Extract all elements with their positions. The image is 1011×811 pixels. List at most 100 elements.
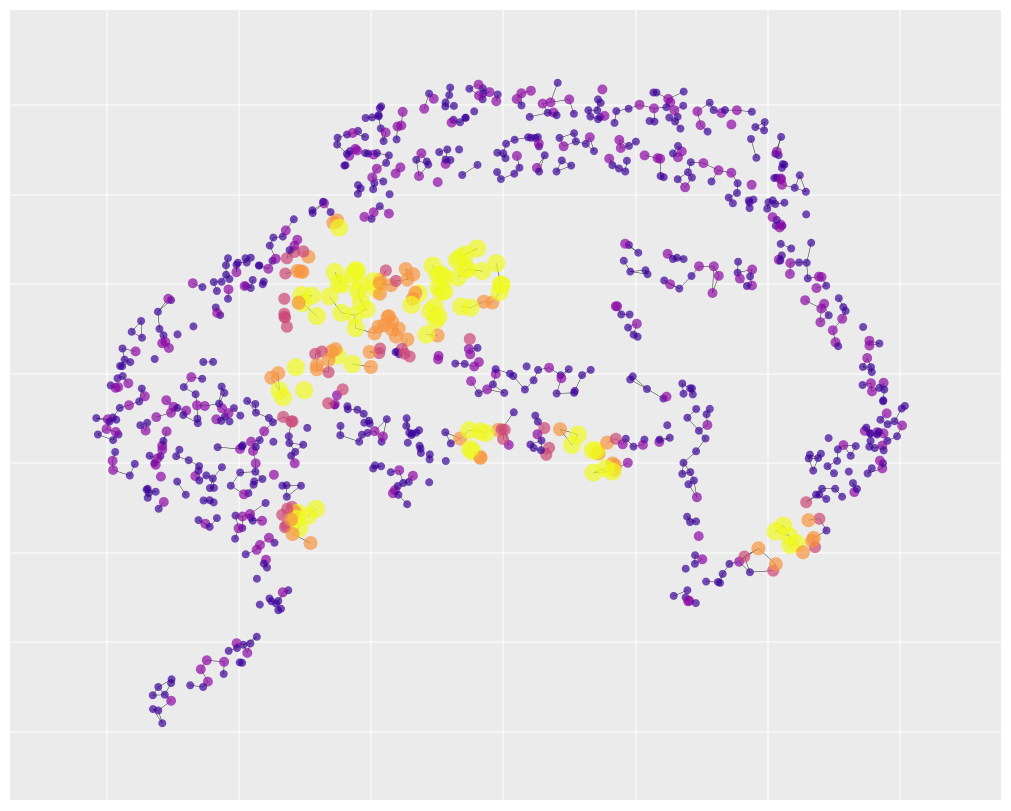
graph-node	[733, 179, 742, 188]
graph-node	[692, 106, 703, 117]
graph-node	[286, 415, 299, 428]
graph-node	[377, 102, 386, 111]
graph-node	[552, 111, 561, 120]
graph-node	[567, 161, 576, 170]
graph-node	[361, 114, 370, 122]
graph-node	[343, 355, 362, 373]
graph-node	[538, 422, 551, 434]
graph-node	[681, 564, 690, 573]
graph-node	[900, 402, 909, 410]
graph-node	[834, 342, 843, 351]
graph-node	[725, 559, 734, 568]
graph-node	[184, 456, 193, 465]
graph-node	[193, 419, 202, 428]
graph-node	[620, 238, 631, 249]
graph-node	[683, 512, 692, 521]
graph-node	[599, 110, 610, 121]
graph-node	[219, 670, 228, 678]
graph-node	[363, 428, 372, 437]
graph-node	[245, 509, 255, 519]
graph-node	[680, 182, 691, 193]
graph-node	[251, 467, 260, 476]
graph-node	[809, 466, 818, 475]
graph-node	[395, 162, 406, 173]
graph-node	[726, 167, 737, 178]
graph-node	[879, 446, 888, 455]
graph-node	[367, 326, 382, 341]
graph-node	[251, 544, 262, 555]
graph-node	[161, 395, 172, 406]
graph-node	[118, 362, 127, 371]
graph-node	[544, 362, 555, 373]
graph-node	[531, 411, 540, 420]
graph-node	[522, 362, 531, 371]
graph-node	[570, 386, 579, 395]
graph-node	[235, 658, 244, 667]
graph-node	[353, 405, 362, 414]
graph-node	[192, 400, 202, 411]
graph-node	[274, 597, 283, 605]
graph-node	[368, 113, 377, 122]
graph-node	[155, 471, 166, 482]
graph-node	[371, 163, 382, 174]
graph-node	[384, 322, 399, 337]
graph-node	[822, 281, 831, 290]
graph-node	[495, 423, 508, 436]
graph-node	[441, 98, 450, 107]
graph-node	[379, 137, 388, 146]
graph-node	[124, 400, 134, 411]
graph-node	[362, 345, 377, 359]
graph-node	[286, 358, 305, 377]
graph-node	[634, 99, 645, 110]
graph-node	[151, 412, 162, 423]
graph-node	[429, 307, 448, 326]
graph-node	[346, 319, 365, 338]
graph-node	[625, 310, 634, 319]
graph-node	[446, 83, 455, 92]
graph-node	[540, 151, 549, 160]
graph-node	[369, 426, 380, 437]
graph-node	[361, 133, 370, 141]
graph-node	[222, 261, 230, 270]
graph-node	[673, 175, 682, 184]
graph-node	[747, 107, 756, 116]
graph-node	[617, 310, 626, 319]
graph-node	[223, 408, 234, 419]
graph-node	[844, 467, 853, 476]
graph-node	[822, 526, 831, 535]
graph-node	[374, 112, 383, 121]
graph-node	[322, 366, 335, 379]
graph-node	[733, 189, 741, 197]
graph-node	[553, 78, 562, 87]
graph-node	[610, 301, 621, 312]
graph-node	[724, 193, 733, 202]
graph-node	[675, 284, 684, 293]
graph-node	[597, 84, 608, 95]
graph-node	[259, 559, 268, 568]
graph-node	[377, 431, 388, 442]
graph-node	[158, 719, 167, 728]
graph-node	[198, 283, 207, 292]
graph-node	[691, 492, 702, 503]
graph-node	[382, 415, 391, 424]
graph-node	[259, 426, 270, 437]
graph-node	[111, 448, 120, 456]
graph-node	[209, 278, 218, 287]
graph-node	[678, 469, 687, 478]
graph-node	[838, 492, 847, 501]
graph-node	[491, 96, 502, 107]
graph-node	[774, 222, 785, 233]
graph-node	[621, 167, 630, 176]
graph-node	[215, 399, 224, 408]
graph-node	[360, 418, 369, 427]
graph-node	[217, 463, 226, 472]
graph-node	[614, 134, 625, 145]
graph-node	[303, 536, 318, 551]
graph-node	[224, 646, 233, 655]
graph-node	[876, 415, 885, 424]
graph-node	[417, 325, 436, 344]
graph-node	[690, 559, 699, 568]
graph-node	[385, 190, 394, 199]
plot-background	[10, 10, 1001, 800]
graph-node	[776, 239, 785, 248]
